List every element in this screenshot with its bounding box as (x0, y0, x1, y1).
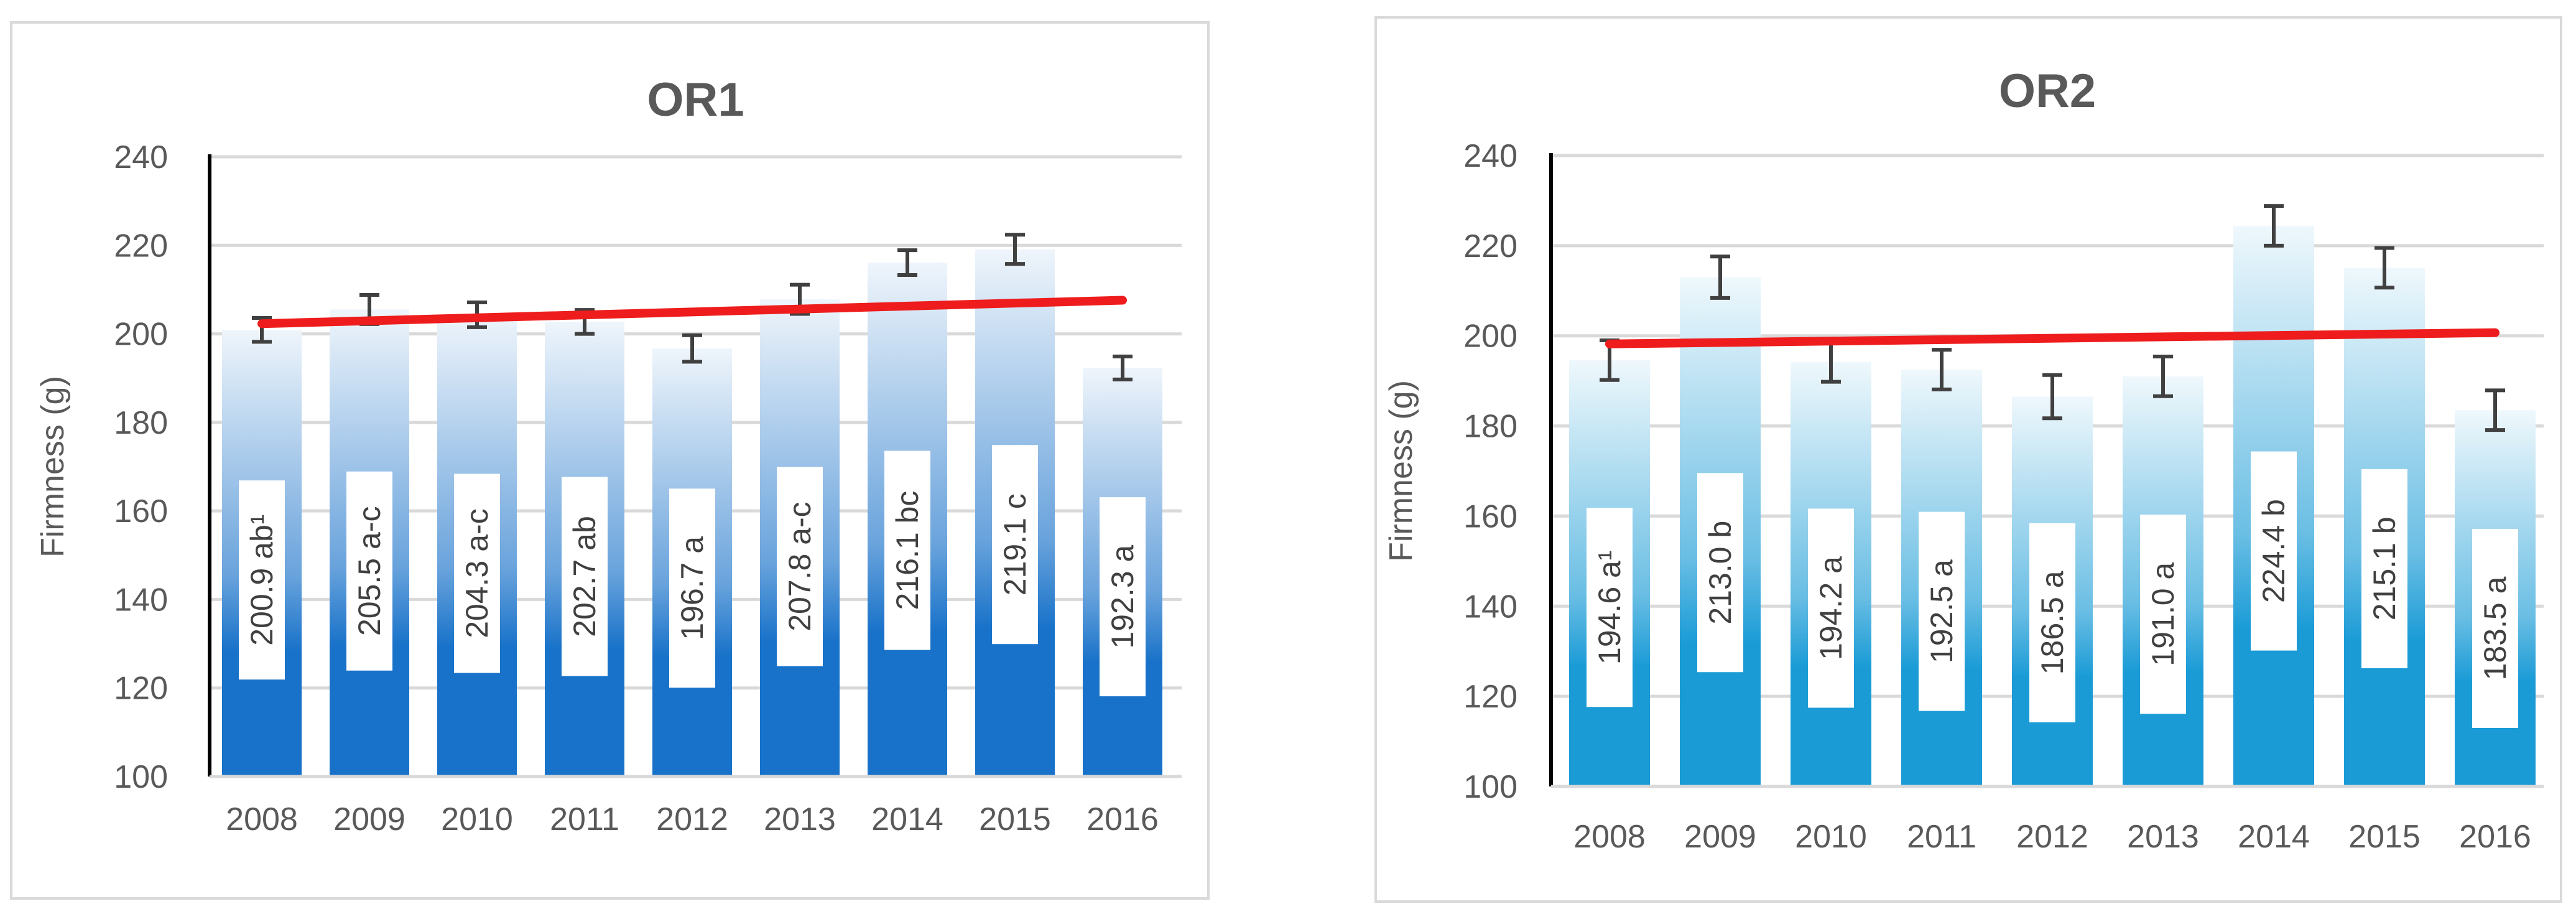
data-label: 204.3 a-c (460, 508, 494, 638)
data-label-box (346, 471, 392, 671)
x-tick-label: 2013 (2127, 819, 2199, 855)
y-tick-label: 240 (114, 139, 168, 175)
data-label: 194.6 a¹ (1592, 550, 1627, 664)
error-bar (897, 248, 917, 277)
x-tick-label: 2010 (1795, 819, 1867, 855)
data-label-box (992, 445, 1038, 645)
error-bar (2264, 204, 2284, 248)
data-label: 186.5 a (2035, 571, 2070, 674)
error-bar (1932, 348, 1952, 391)
x-tick-label: 2011 (1907, 819, 1976, 855)
data-label-box (1587, 508, 1633, 707)
y-tick-label: 220 (1463, 228, 1517, 264)
data-label: 205.5 a-c (352, 506, 387, 636)
data-label: 196.7 a (675, 536, 710, 640)
error-bar (1710, 254, 1730, 300)
data-label: 213.0 b (1703, 521, 1738, 625)
y-tick-label: 160 (1463, 498, 1517, 534)
data-label: 183.5 a (2478, 576, 2513, 680)
data-label-box (239, 480, 285, 680)
y-tick-label: 160 (114, 493, 168, 529)
data-label-box (454, 473, 500, 673)
error-bar (1005, 233, 1025, 266)
data-label-box (1697, 473, 1743, 673)
data-label: 192.3 a (1105, 544, 1140, 648)
error-bar (1113, 354, 1133, 381)
data-label: 200.9 ab¹ (244, 515, 279, 646)
error-bar (2042, 373, 2062, 421)
x-tick-label: 2014 (871, 801, 943, 837)
data-label: 216.1 bc (890, 491, 925, 610)
x-tick-label: 2008 (1573, 819, 1646, 855)
y-axis-label: Firmness (g) (1383, 380, 1419, 562)
x-tick-label: 2008 (226, 801, 298, 837)
chart-title: OR2 (1999, 65, 2096, 118)
chart-or2: OR2 100 120 140 160 180 200 220 240 Firmness (g) 1… (1374, 16, 2562, 903)
x-tick-label: 2014 (2238, 819, 2310, 855)
data-label-box (884, 450, 930, 650)
y-axis-label: Firmness (g) (35, 376, 71, 557)
y-tick-label: 100 (114, 759, 168, 795)
data-label-box (669, 488, 715, 688)
y-tick-label: 140 (1463, 589, 1517, 625)
x-tick-label: 2016 (2459, 819, 2531, 855)
x-tick-label: 2013 (764, 801, 836, 837)
x-tick-label: 2009 (333, 801, 405, 837)
y-tick-label: 180 (114, 405, 168, 441)
y-tick-label: 120 (114, 671, 168, 707)
data-label-box (2472, 528, 2518, 728)
error-bar (682, 333, 702, 364)
data-label-box (2361, 469, 2407, 668)
chart-or1: OR1 100 120 140 160 180 200 220 240 Firmness (g) 2… (10, 21, 1210, 900)
x-tick-label: 2011 (550, 801, 619, 837)
data-label-box (2140, 515, 2186, 714)
data-label-box (1808, 508, 1854, 708)
y-tick-label: 120 (1463, 679, 1517, 715)
data-label-box (1919, 511, 1965, 711)
y-tick-label: 220 (114, 228, 168, 264)
data-label: 191.0 a (2146, 562, 2180, 666)
data-label: 207.8 a-c (782, 501, 817, 631)
y-tick-label: 200 (1463, 319, 1517, 355)
error-bar (2153, 355, 2173, 398)
y-tick-label: 140 (114, 582, 168, 618)
data-label: 215.1 b (2367, 516, 2402, 620)
data-label: 194.2 a (1814, 556, 1848, 660)
x-tick-label: 2010 (441, 801, 513, 837)
data-label-box (1100, 497, 1146, 697)
y-tick-label: 100 (1463, 769, 1517, 805)
data-label: 219.1 c (998, 493, 1032, 595)
x-tick-label: 2012 (2016, 819, 2088, 855)
data-label-box (562, 477, 608, 676)
x-tick-label: 2016 (1086, 801, 1159, 837)
x-tick-label: 2012 (656, 801, 728, 837)
error-bar (2374, 246, 2394, 290)
data-label-box (777, 467, 823, 666)
error-bar (2485, 388, 2505, 432)
data-label: 192.5 a (1924, 559, 1959, 663)
data-label: 202.7 ab (567, 516, 602, 637)
x-tick-label: 2009 (1684, 819, 1756, 855)
trend-line (257, 296, 1127, 329)
y-tick-label: 240 (1463, 138, 1517, 174)
x-tick-label: 2015 (979, 801, 1051, 837)
data-label-box (2029, 523, 2075, 722)
x-tick-label: 2015 (2348, 819, 2421, 855)
y-tick-label: 200 (114, 317, 168, 353)
chart-title: OR1 (647, 73, 744, 126)
trend-line (1605, 328, 2500, 348)
data-label-box (2251, 451, 2297, 651)
y-tick-label: 180 (1463, 409, 1517, 445)
data-label: 224.4 b (2256, 499, 2291, 603)
